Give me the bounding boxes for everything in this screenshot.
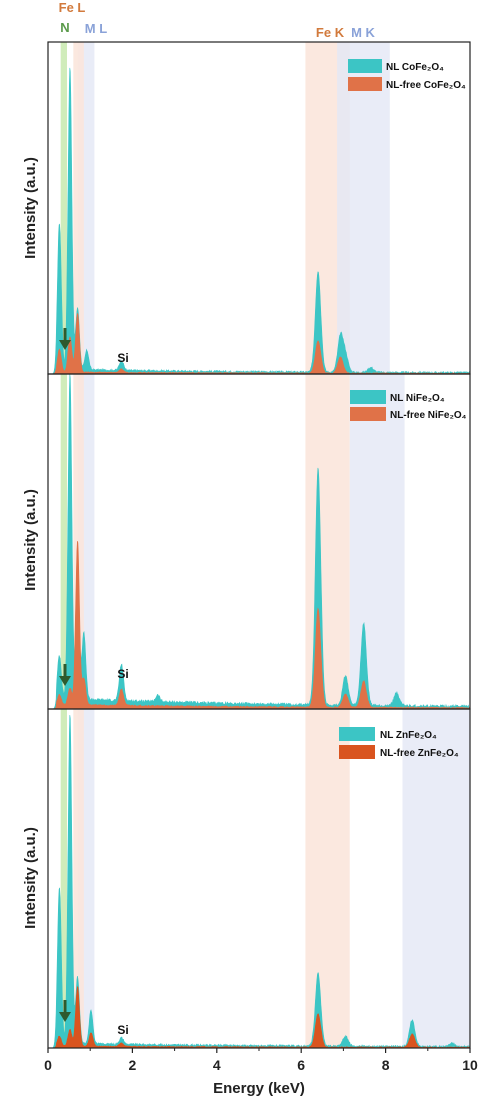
- n-arrow-ni-icon: [59, 664, 71, 686]
- band-m-k-ni: [349, 374, 405, 709]
- band-fe-l-ni: [73, 374, 84, 709]
- band-n-ni: [60, 374, 67, 709]
- x-tick-label: 0: [44, 1057, 52, 1073]
- series-nl-co: [52, 67, 470, 374]
- si-label-zn: Si: [117, 1023, 128, 1037]
- band-n-zn: [60, 709, 67, 1048]
- legend-label-nl-ni: NL NiFe₂O₄: [390, 393, 445, 404]
- spectra-ni: [52, 374, 470, 709]
- band-fe-l-co: [73, 42, 84, 374]
- x-axis-label: Energy (keV): [213, 1080, 305, 1097]
- legend-swatch-nl-co: [348, 59, 382, 73]
- series-nl-free-co: [52, 312, 470, 374]
- m-k-label: M K: [351, 25, 375, 40]
- legend-label-nlfree-co: NL-free CoFe₂O₄: [386, 80, 466, 91]
- x-tick-label: 6: [297, 1057, 305, 1073]
- band-fe-l-zn: [73, 709, 84, 1048]
- band-fe-k-zn: [305, 709, 350, 1048]
- panel-frame-ni: [47, 373, 471, 710]
- y-axis-label-ni: Intensity (a.u.): [22, 489, 39, 591]
- legend-ni: NL NiFe₂O₄ NL-free NiFe₂O₄: [350, 390, 467, 421]
- band-fe-k-ni: [305, 374, 350, 709]
- n-arrow-zn-icon: [59, 1000, 71, 1022]
- legend-swatch-nlfree-ni: [350, 407, 386, 421]
- spectra-co: [52, 67, 470, 374]
- legend-zn: NL ZnFe₂O₄ NL-free ZnFe₂O₄: [339, 727, 459, 759]
- shaded-bands: [60, 42, 470, 1048]
- x-tick-label: 8: [382, 1057, 390, 1073]
- spectra-layer: [52, 67, 470, 1048]
- legend-label-nlfree-zn: NL-free ZnFe₂O₄: [380, 748, 459, 759]
- m-l-label: M L: [85, 21, 107, 36]
- legend-swatch-nl-ni: [350, 390, 386, 404]
- fe-l-label: Fe L: [59, 0, 86, 15]
- legend-co: NL CoFe₂O₄ NL-free CoFe₂O₄: [348, 59, 466, 91]
- panel-frame-co: [47, 41, 471, 375]
- si-label-ni: Si: [117, 667, 128, 681]
- series-nl-free-zn: [53, 986, 470, 1048]
- y-axis-label-co: Intensity (a.u.): [22, 157, 39, 259]
- spectra-zn: [52, 715, 470, 1048]
- series-nl-free-ni: [53, 541, 470, 709]
- band-m-k-co: [337, 42, 390, 374]
- legend-label-nl-co: NL CoFe₂O₄: [386, 62, 444, 73]
- y-axis-label-zn: Intensity (a.u.): [22, 827, 39, 929]
- x-axis-ticks: 0 2 4 6 8 10: [44, 1048, 478, 1073]
- x-tick-label: 10: [462, 1057, 478, 1073]
- x-tick-label: 2: [129, 1057, 137, 1073]
- x-tick-label: 4: [213, 1057, 221, 1073]
- legend-swatch-nl-zn: [339, 727, 375, 741]
- si-label-co: Si: [117, 351, 128, 365]
- n-arrow-co-icon: [59, 328, 71, 350]
- legend-swatch-nlfree-co: [348, 77, 382, 91]
- band-m-k-zn: [402, 709, 470, 1048]
- n-label: N: [60, 20, 69, 35]
- fe-k-label: Fe K: [316, 25, 345, 40]
- legend-label-nlfree-ni: NL-free NiFe₂O₄: [390, 410, 467, 421]
- legend-label-nl-zn: NL ZnFe₂O₄: [380, 730, 437, 741]
- band-n-co: [60, 42, 67, 374]
- legend-swatch-nlfree-zn: [339, 745, 375, 759]
- series-nl-ni: [52, 374, 470, 709]
